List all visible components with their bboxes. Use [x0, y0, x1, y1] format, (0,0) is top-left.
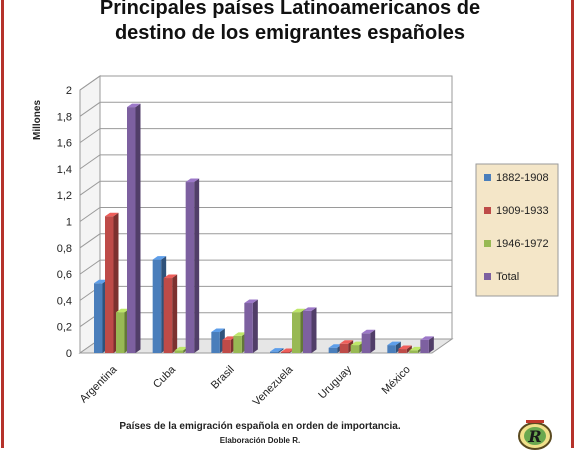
- bar-top: [328, 344, 343, 348]
- bar-top: [387, 341, 401, 346]
- bar-top: [163, 274, 178, 279]
- bar-side: [194, 178, 200, 353]
- bar: [152, 259, 162, 353]
- y-tick-label: 1: [66, 217, 72, 229]
- legend-label: 1946-1972: [496, 238, 549, 250]
- bar-side: [311, 307, 317, 353]
- bar: [116, 312, 125, 353]
- chart-title-line-1: Principales países Latinoamericanos de: [99, 0, 481, 19]
- legend-label: 1909-1933: [496, 205, 549, 217]
- bar-top: [292, 308, 306, 313]
- bar-top: [409, 346, 423, 351]
- bar: [303, 310, 312, 353]
- y-tick-label: 1,2: [57, 190, 72, 202]
- logo-r-icon: R: [518, 420, 552, 450]
- bar: [350, 345, 360, 353]
- x-tick-label: Brasil: [209, 364, 237, 392]
- credit-text: Elaboración Doble R.: [219, 436, 301, 445]
- bar: [292, 312, 301, 353]
- legend-swatch: [484, 273, 491, 280]
- x-tick-label: Argentina: [78, 363, 120, 405]
- bar-side: [370, 329, 376, 353]
- y-tick-label: 2: [66, 85, 72, 97]
- bar: [420, 339, 429, 353]
- gridline: [79, 233, 452, 249]
- gridline: [79, 207, 452, 222]
- bar-side: [172, 274, 178, 353]
- bar: [163, 278, 173, 353]
- y-tick-label: 0,8: [57, 243, 72, 255]
- x-tick-label: Venezuela: [251, 363, 296, 408]
- bar: [339, 343, 349, 353]
- bar-top: [339, 340, 354, 344]
- bar-top: [94, 279, 108, 284]
- y-tick-label: 1,4: [57, 164, 72, 176]
- bar-top: [281, 348, 295, 352]
- bar: [174, 350, 184, 353]
- bar-top: [116, 308, 130, 313]
- bar-top: [185, 178, 200, 183]
- bar: [361, 333, 371, 353]
- bar: [328, 347, 338, 353]
- y-tick-label: 0: [66, 348, 72, 360]
- bar: [281, 352, 290, 353]
- x-axis-title: Países de la emigración española en orde…: [119, 421, 401, 432]
- bar: [270, 351, 279, 353]
- gridline: [79, 259, 452, 275]
- bar-top: [361, 329, 376, 334]
- bar: [409, 350, 418, 353]
- bar-top: [211, 328, 225, 332]
- bar: [127, 107, 136, 353]
- bar-top: [420, 336, 434, 340]
- bar: [222, 339, 231, 353]
- legend-swatch: [484, 207, 491, 214]
- bar: [185, 182, 195, 353]
- bar-side: [252, 299, 258, 353]
- bar-top: [105, 212, 119, 217]
- x-tick-label: México: [380, 364, 413, 397]
- svg-text:R: R: [527, 427, 541, 446]
- y-axis-label: Millones: [32, 100, 43, 140]
- y-tick-label: 0,6: [57, 269, 72, 281]
- bar-side: [428, 336, 434, 353]
- gridline: [79, 75, 452, 91]
- y-tick-label: 1,6: [57, 138, 72, 150]
- bar: [387, 345, 396, 353]
- legend-label: 1882-1908: [496, 172, 549, 184]
- bar-top: [152, 256, 167, 260]
- y-tick-label: 0,4: [57, 295, 72, 307]
- bar: [211, 331, 220, 353]
- chart-title-line-2: destino de los emigrantes españoles: [114, 22, 466, 44]
- bar-top: [244, 299, 258, 304]
- bar-top: [303, 307, 317, 311]
- bar-side: [406, 345, 412, 353]
- bar-top: [398, 345, 412, 350]
- bar-side: [278, 348, 284, 353]
- bar-top: [174, 346, 189, 351]
- bar: [233, 335, 242, 353]
- bar: [244, 303, 253, 353]
- gridline: [79, 128, 452, 144]
- bar: [398, 349, 407, 353]
- bar-side: [135, 103, 141, 353]
- bar: [105, 216, 114, 353]
- y-tick-label: 1,8: [57, 111, 72, 123]
- y-tick-label: 0,2: [57, 322, 72, 334]
- x-tick-label: Cuba: [151, 363, 179, 391]
- legend-swatch: [484, 174, 491, 181]
- gridline: [79, 101, 452, 117]
- gridline: [79, 180, 452, 196]
- x-tick-label: Uruguay: [316, 363, 354, 401]
- bar-top: [233, 332, 247, 336]
- legend-label: Total: [496, 271, 519, 283]
- bar-top: [127, 103, 141, 108]
- gridline: [79, 154, 452, 170]
- bar-top: [350, 341, 365, 346]
- bar-top: [270, 348, 284, 352]
- bar: [94, 283, 103, 353]
- bar-top: [222, 336, 236, 340]
- legend-swatch: [484, 240, 491, 247]
